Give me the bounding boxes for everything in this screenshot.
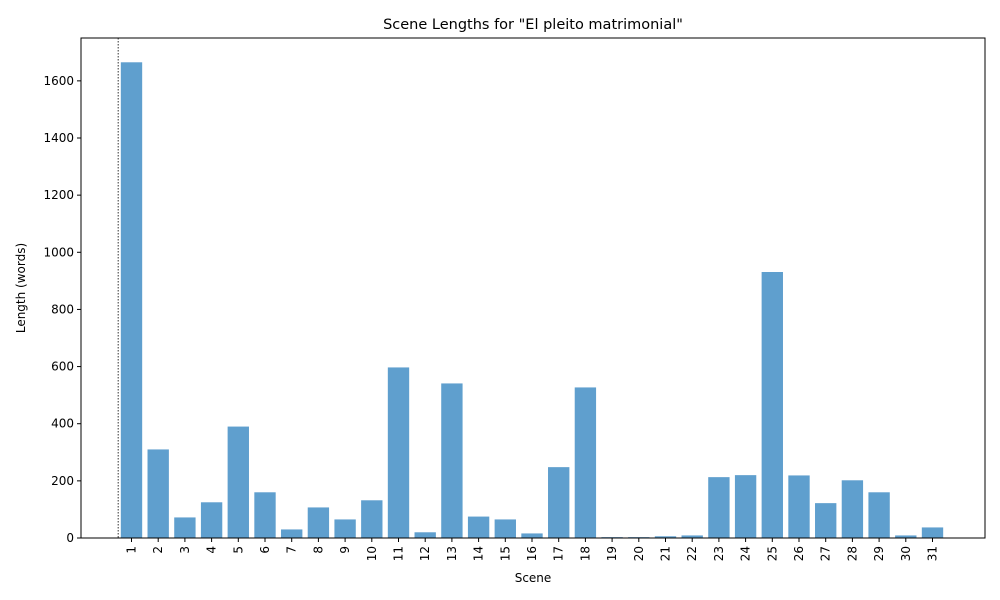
bar-scene-29 (868, 492, 890, 538)
y-tick-label: 200 (51, 474, 74, 488)
y-tick-label: 800 (51, 302, 74, 316)
y-tick-label: 600 (51, 360, 74, 374)
bar-scene-25 (761, 272, 783, 538)
bar-scene-6 (254, 492, 276, 538)
x-tick-label: 25 (765, 546, 779, 561)
y-axis-label: Length (words) (14, 243, 28, 333)
x-tick-label: 7 (285, 546, 299, 554)
bar-scene-23 (708, 477, 730, 538)
bar-scene-31 (921, 527, 944, 538)
x-tick-label: 14 (472, 546, 486, 561)
x-tick-label: 10 (365, 546, 379, 561)
bar-scene-16 (521, 533, 543, 538)
x-tick-label: 18 (578, 546, 592, 561)
plot-area: 1 2 3 4 5 6 7 8 9 10 11 12 13 14 15 16 17 18 19 20 21 22 23 24 2… (43, 38, 944, 561)
x-tick-label: 22 (685, 546, 699, 561)
bar-scene-10 (361, 500, 383, 538)
x-tick-label: 19 (605, 546, 619, 561)
bar-scene-22 (681, 535, 703, 538)
bar-scene-17 (548, 467, 570, 538)
y-tick-label: 0 (66, 531, 74, 545)
x-axis-label: Scene (515, 571, 552, 585)
bar-scene-5 (227, 426, 249, 538)
y-tick-label: 400 (51, 417, 74, 431)
bar-scene-28 (841, 480, 864, 538)
x-tick-label: 27 (819, 546, 833, 561)
x-tick-label: 8 (311, 546, 325, 554)
y-tick-label: 1400 (43, 131, 74, 145)
bar-scene-21 (654, 536, 677, 538)
bar-scene-27 (815, 503, 837, 538)
x-tick-label: 31 (926, 546, 940, 561)
x-tick-label: 4 (205, 546, 219, 554)
y-tick-label: 1200 (43, 188, 74, 202)
bar-scene-2 (147, 449, 169, 538)
x-tick-label: 13 (445, 546, 459, 561)
x-tick-label: 17 (552, 546, 566, 561)
chart-title: Scene Lengths for "El pleito matrimonial… (383, 17, 683, 33)
bar-scene-13 (441, 383, 463, 538)
x-tick-label: 20 (632, 546, 646, 561)
x-tick-label: 21 (659, 546, 673, 561)
bar-scene-12 (414, 532, 436, 538)
x-tick-label: 6 (258, 546, 272, 554)
bar-scene-14 (467, 516, 490, 538)
x-tick-label: 9 (338, 546, 352, 554)
bar-scene-1 (120, 62, 143, 538)
x-tick-label: 16 (525, 546, 539, 561)
x-tick-label: 1 (125, 546, 139, 554)
x-tick-label: 5 (231, 546, 245, 554)
x-tick-label: 28 (845, 546, 859, 561)
x-tick-label: 2 (151, 546, 165, 554)
bar-scene-9 (334, 519, 356, 538)
plot-frame (80, 37, 986, 539)
x-tick-label: 23 (712, 546, 726, 561)
bar-scene-15 (494, 519, 516, 538)
x-tick-label: 30 (899, 546, 913, 561)
x-tick-label: 24 (739, 546, 753, 561)
y-tick-label: 1000 (43, 245, 74, 259)
bar-scene-3 (174, 517, 196, 538)
bar-scene-7 (281, 529, 303, 538)
x-tick-label: 29 (872, 546, 886, 561)
x-tick-label: 3 (178, 546, 192, 554)
bar-scene-4 (200, 502, 223, 538)
y-tick-label: 1600 (43, 74, 74, 88)
bar-scene-8 (307, 507, 330, 538)
bar-scene-11 (387, 367, 410, 538)
x-tick-label: 15 (498, 546, 512, 561)
bar-scene-30 (895, 535, 917, 538)
bar-scene-24 (734, 475, 757, 538)
x-tick-label: 11 (392, 546, 406, 561)
bar-scene-26 (788, 475, 810, 538)
x-tick-label: 26 (792, 546, 806, 561)
x-tick-label: 12 (418, 546, 432, 561)
bar-scene-18 (574, 387, 597, 538)
